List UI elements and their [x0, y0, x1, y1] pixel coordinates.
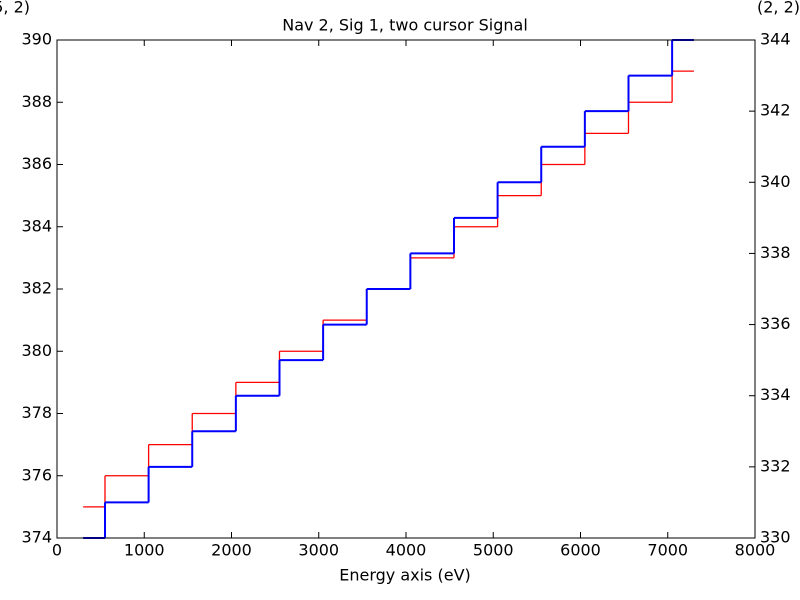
corner-label: (2, 2)	[757, 0, 800, 17]
y2-tick-label: 338	[760, 243, 791, 262]
x-tick-label: 3000	[298, 541, 339, 560]
x-axis-label: Energy axis (eV)	[339, 566, 471, 585]
x-tick-label: 2000	[211, 541, 252, 560]
x-tick-label: 0	[52, 541, 62, 560]
x-tick-label: 7000	[647, 541, 688, 560]
y-tick-label: 374	[21, 528, 52, 547]
x-tick-label: 4000	[386, 541, 427, 560]
chart-title: Nav 2, Sig 1, two cursor Signal	[282, 16, 528, 35]
y2-tick-label: 334	[760, 385, 791, 404]
y2-tick-label: 340	[760, 172, 791, 191]
y-tick-label: 390	[21, 30, 52, 49]
x-tick-label: 8000	[735, 541, 776, 560]
y-tick-label: 376	[21, 465, 52, 484]
y-tick-label: 382	[21, 279, 52, 298]
corner-label: (5, 2)	[0, 0, 30, 17]
plot-frame	[56, 39, 756, 539]
y-tick-label: 388	[21, 92, 52, 111]
x-tick-label: 1000	[124, 541, 165, 560]
x-tick-label: 6000	[560, 541, 601, 560]
y-tick-label: 386	[21, 154, 52, 173]
x-tick-label: 5000	[473, 541, 514, 560]
y2-tick-label: 332	[760, 456, 791, 475]
y-tick-label: 384	[21, 216, 52, 235]
y2-tick-label: 336	[760, 314, 791, 333]
y2-tick-label: 344	[760, 30, 791, 49]
y-tick-label: 380	[21, 341, 52, 360]
y2-tick-label: 330	[760, 528, 791, 547]
y2-tick-label: 342	[760, 101, 791, 120]
y-tick-label: 378	[21, 403, 52, 422]
